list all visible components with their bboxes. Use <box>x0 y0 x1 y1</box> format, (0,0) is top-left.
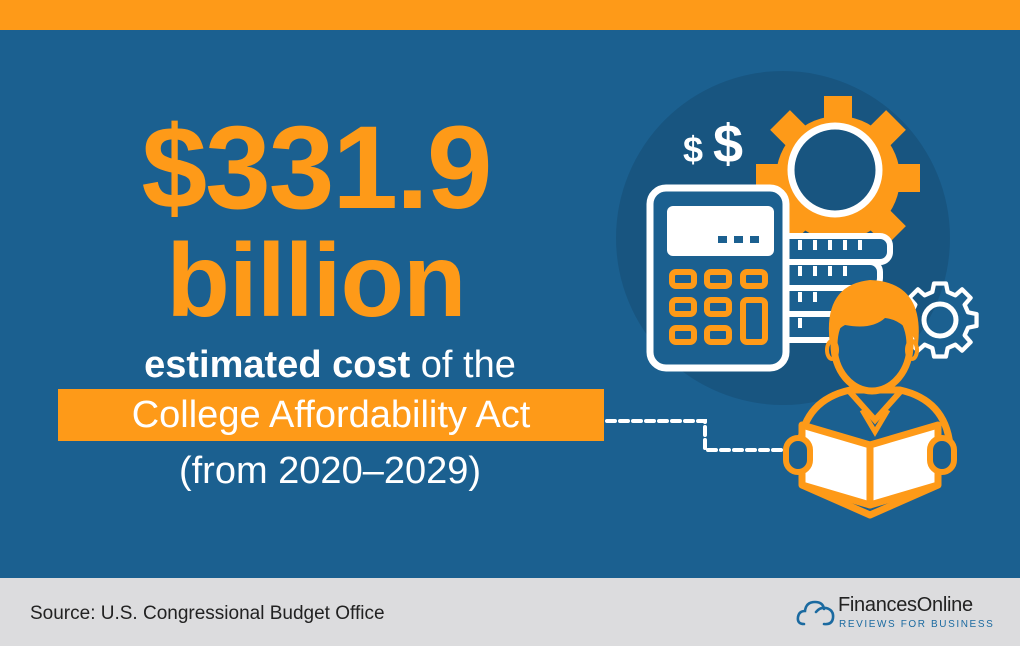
footer <box>0 578 1020 646</box>
period-text: (from 2020–2029) <box>178 450 482 492</box>
svg-text:$: $ <box>683 129 703 170</box>
description-line: estimated cost of the <box>0 343 660 387</box>
description-bold: estimated cost <box>144 344 411 386</box>
highlight-text: College Affordability Act <box>131 394 531 436</box>
svg-text:$: $ <box>713 114 743 174</box>
calculator-icon <box>646 184 790 372</box>
highlight-box <box>58 389 604 441</box>
headline-unit: billion <box>166 223 466 339</box>
logo-tagline: REVIEWS FOR BUSINESS <box>839 619 995 630</box>
top-accent-bar <box>0 0 1020 30</box>
dashed-connector <box>605 419 784 452</box>
dollar-signs-icon: $ $ <box>683 114 743 174</box>
source-text: Source: U.S. Congressional Budget Office <box>30 603 385 624</box>
headline-amount: $331.9 <box>141 102 493 234</box>
logo-name: FinancesOnline <box>838 594 973 616</box>
person-reading-book-icon <box>783 280 957 519</box>
cloud-logo-icon <box>796 600 835 626</box>
description-rest: of the <box>410 344 516 386</box>
financesonline-logo[interactable]: FinancesOnline REVIEWS FOR BUSINESS <box>796 594 1006 634</box>
